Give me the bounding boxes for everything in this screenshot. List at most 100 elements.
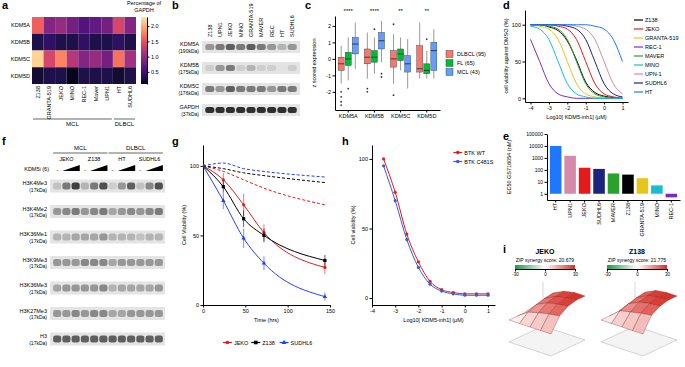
tick-label: -30 [512,272,519,277]
marker [463,294,466,297]
marker [456,151,460,155]
blot-strip [50,307,165,320]
legend-entry: SUDHL6 [280,340,313,346]
box [417,46,423,72]
tick-mark [333,75,336,76]
cell [78,67,90,84]
band [99,310,107,317]
colorbar-title: Percentage ofGAPDH [127,0,162,13]
lane-label: Z138 [207,24,213,37]
marker [440,289,443,292]
tick-mark [545,182,548,183]
annotation: **** [370,8,380,14]
tick: 50 [515,59,525,65]
subtitle: ZIP synergy score: 20.679 [516,257,574,263]
legend-label: GRANTA-519 [645,35,679,41]
tick-mark [570,200,571,203]
tick-label: 10 [537,179,543,185]
outlier [340,101,342,103]
marker [282,340,287,344]
band [155,208,163,215]
legend-entry: Z138 [634,17,658,23]
band [257,44,266,50]
box [338,57,344,70]
series-line [384,159,488,294]
axis: -2-1012 [326,17,335,111]
column-label: HT [116,85,122,93]
tick-mark [627,200,628,203]
band [146,336,154,343]
tick: 0 [603,102,606,111]
legend-entry: BTK WT [453,150,485,156]
median [378,40,384,41]
band [216,44,225,50]
column-label: SUDHL6 [127,86,133,108]
tick-mark [545,134,548,135]
band [90,336,98,343]
dose-wedge [118,165,135,171]
tick-label: -3 [393,308,398,314]
panel-letter: b [172,0,179,11]
column-label: MINO [69,85,75,100]
tick-mark [523,62,526,63]
band [109,336,117,343]
blot-strip [202,62,300,74]
tick: 0 [636,269,639,277]
plot [550,146,677,197]
band [205,107,214,113]
cell [78,51,90,68]
tick-mark [515,269,516,272]
panel-c: c-2-1012KDM5AKDM5BKDM5CKDM5D************… [305,0,486,119]
tick: -2 [416,305,421,314]
legend-entry: HT [634,89,653,95]
marker [382,157,385,160]
band [62,336,70,343]
marker [323,294,327,298]
legend-entry: JEKO [223,340,249,346]
panel-e: e110100100010000100000HTUPN1JEKOSUDHL6MA… [503,130,681,237]
legend-label: SUDHL6 [645,80,667,86]
lane-label: Z138 [88,156,101,162]
tick: KDM5D [417,110,436,119]
band [136,259,144,266]
box [371,51,377,63]
plot [531,25,623,99]
band [53,208,61,215]
panel-letter: c [305,0,311,11]
axis-line [525,11,526,103]
marker [417,266,420,269]
band [53,234,61,241]
band [81,208,89,215]
tick-mark [637,269,638,272]
panel-d: d-4-3-2-101050100Log10[ KDM5-inh1] (μM)c… [503,0,679,120]
colorbar-title-line: GAPDH [134,7,154,13]
legend-swatch [634,28,643,29]
band [146,310,154,317]
row-label: GAPDH [179,104,199,110]
plot [338,21,437,106]
tick-label: 0 [518,96,521,102]
cell [55,51,67,68]
tick-mark [545,194,548,195]
axis-line [372,146,373,306]
series-line [203,166,325,297]
series-line [203,166,325,261]
tick-label: -4 [370,308,375,314]
tick: 10000 [529,143,547,149]
lane-label: JEKO [227,22,233,37]
band [81,310,89,317]
tick: 50 [362,226,372,232]
legend: DLBCL (95)FL (65)MCL (43) [446,51,486,76]
legend-swatch [634,55,643,56]
legend: JEKOZ138SUDHL6 [223,340,312,346]
cell [124,17,136,34]
band [146,285,154,292]
legend-label: JEKO [234,340,249,346]
band [99,285,107,292]
tick-label: 2 [328,23,331,29]
band [127,234,135,241]
bar [593,169,605,194]
axis: KDM5AKDM5BKDM5CKDM5D [336,110,441,119]
surface: Z138ZIP synergy score: 21.775-30030 [601,248,677,356]
tick-label: 50 [362,226,368,232]
